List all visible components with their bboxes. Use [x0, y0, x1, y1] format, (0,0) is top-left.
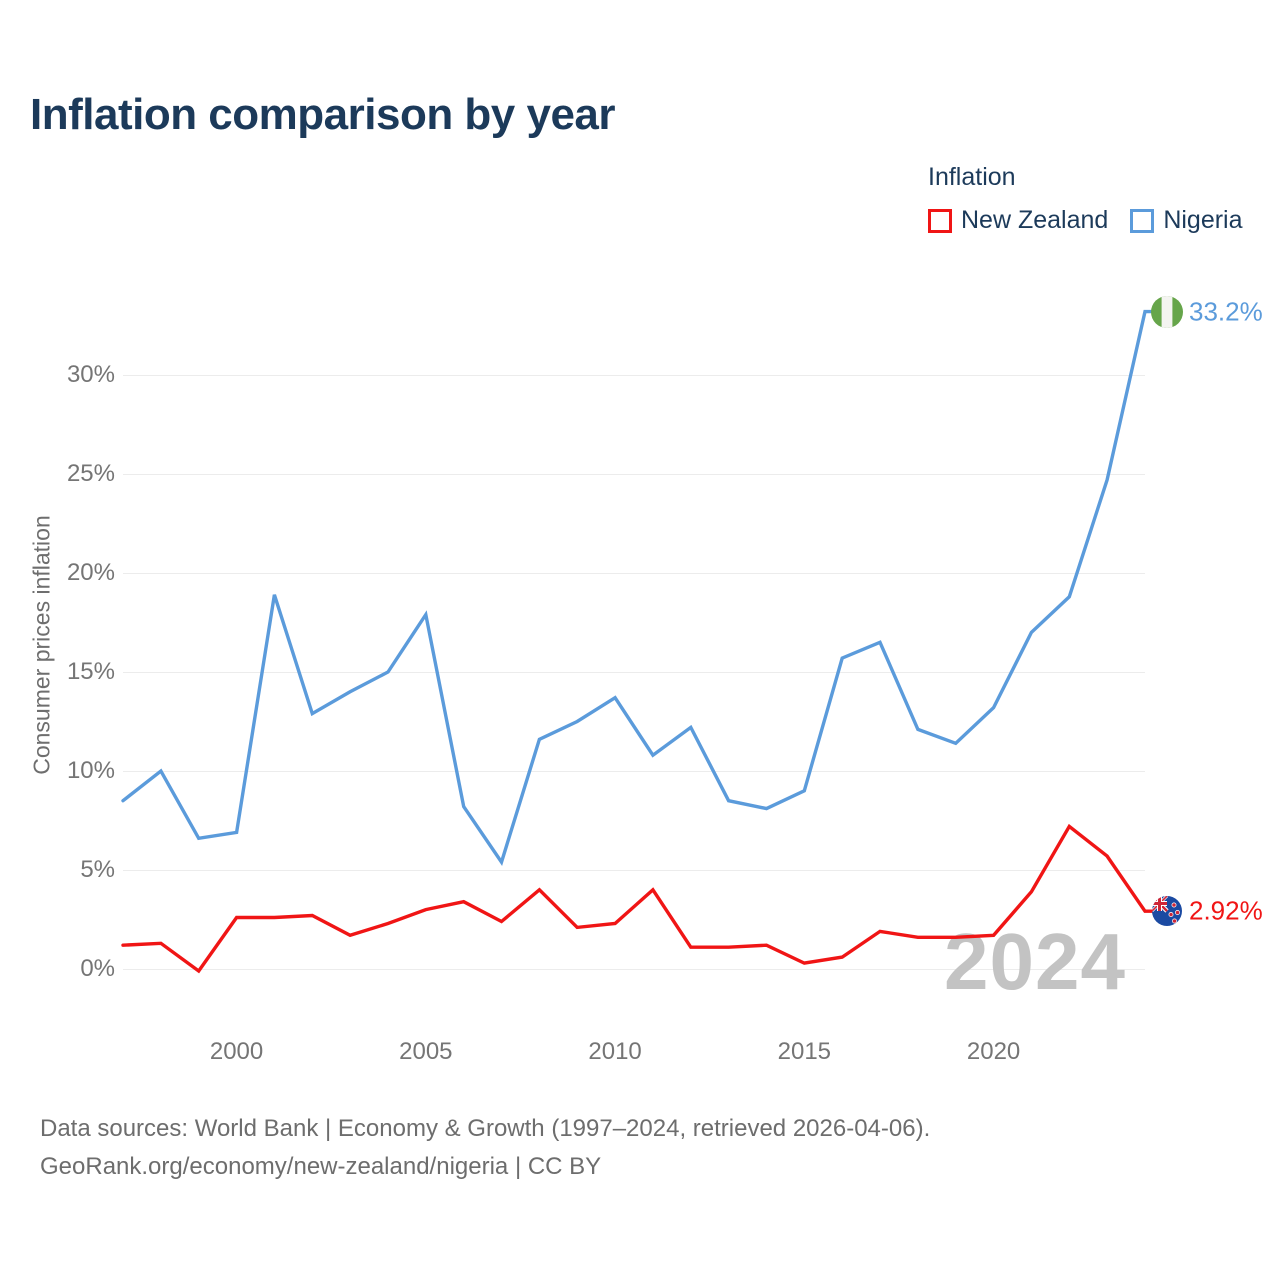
- x-tick-label: 2010: [588, 1038, 642, 1065]
- y-tick-label: 5%: [80, 856, 115, 883]
- y-tick-label: 30%: [66, 361, 115, 388]
- nigeria-end-label: 33.2%: [1189, 296, 1263, 327]
- watermark-year: 2024: [944, 917, 1126, 1006]
- gridline-25: [123, 473, 1145, 475]
- gridline-20: [123, 572, 1145, 574]
- nigeria-flag-icon: [1151, 295, 1183, 328]
- gridline-10: [123, 770, 1145, 772]
- legend-items: New Zealand Nigeria: [928, 206, 1243, 235]
- footer: Data sources: World Bank | Economy & Gro…: [40, 1110, 930, 1186]
- legend-swatch-new-zealand[interactable]: [928, 208, 952, 233]
- gridline-15: [123, 671, 1145, 673]
- legend-swatch-nigeria[interactable]: [1130, 208, 1155, 233]
- y-axis-title: Consumer prices inflation: [28, 515, 55, 775]
- y-tick-label: 10%: [66, 757, 115, 784]
- new-zealand-flag-icon: [1152, 896, 1182, 927]
- footer-data-sources: Data sources: World Bank | Economy & Gro…: [40, 1115, 931, 1142]
- y-tick-label: 25%: [66, 460, 115, 487]
- y-tick-label: 15%: [66, 658, 115, 685]
- legend: Inflation New Zealand Nigeria: [928, 163, 1243, 235]
- x-tick-label: 2000: [209, 1038, 264, 1065]
- legend-title: Inflation: [928, 163, 1016, 191]
- x-tick-label: 2005: [399, 1038, 453, 1065]
- footer-attribution-link[interactable]: GeoRank.org/economy/new-zealand/nigeria …: [40, 1153, 602, 1180]
- new-zealand-end-label: 2.92%: [1189, 895, 1263, 926]
- y-tick-label: 0%: [80, 955, 115, 982]
- gridline-30: [123, 374, 1145, 376]
- x-tick-label: 2015: [777, 1038, 832, 1065]
- gridline-5: [123, 869, 1145, 871]
- legend-label-new-zealand[interactable]: New Zealand: [961, 206, 1109, 234]
- y-tick-label: 20%: [66, 559, 115, 586]
- x-tick-label: 2020: [966, 1038, 1021, 1065]
- legend-label-nigeria[interactable]: Nigeria: [1163, 206, 1243, 234]
- nigeria-line: [121, 309, 1154, 866]
- page-title: Inflation comparison by year: [30, 90, 616, 139]
